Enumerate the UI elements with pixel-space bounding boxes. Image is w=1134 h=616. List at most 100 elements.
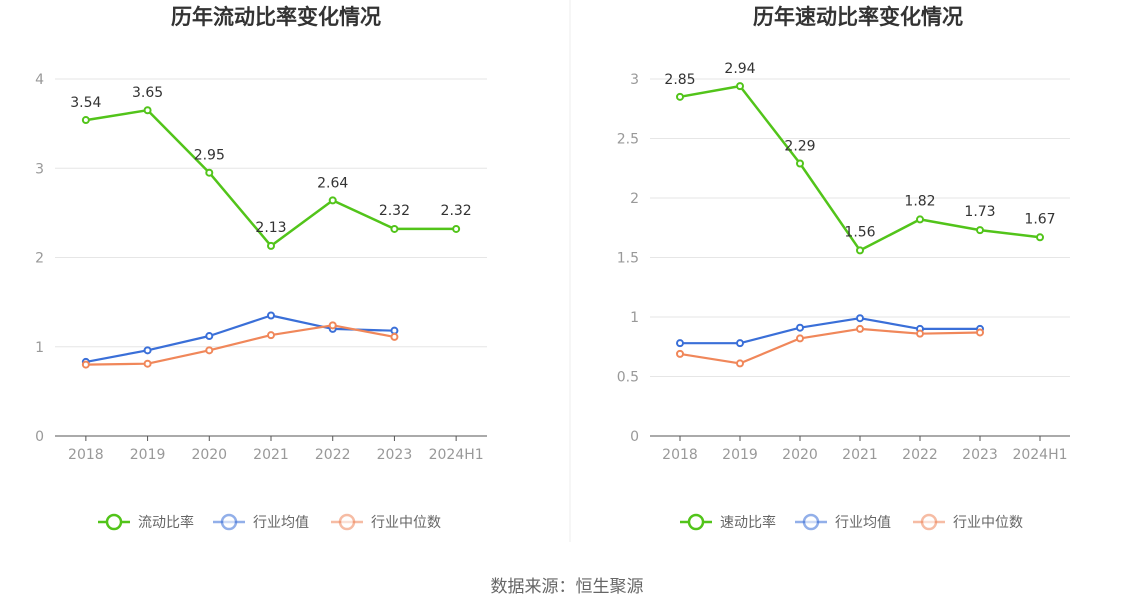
data-point [736,359,744,368]
data-point [976,328,984,337]
legend-marker [105,513,123,531]
legend-item: 速动比率 [680,513,776,531]
legend-item: 行业均值 [213,513,309,531]
x-tick-label: 2018 [662,447,698,463]
legend-marker [920,513,938,531]
legend-label: 行业中位数 [953,515,1023,531]
y-tick-label: 4 [35,72,44,88]
data-point [916,215,924,224]
x-tick-label: 2020 [191,447,227,463]
x-tick-label: 2022 [902,447,938,463]
data-point [328,321,337,330]
data-point [81,360,90,369]
data-point [205,332,214,341]
source-note: 数据来源：恒生聚源 [491,577,644,597]
chart-2: 历年速动比率变化情况 0 0.5 1 1.5 2 2.5 3 2018 2019 2020 2021 2… [617,5,1070,531]
series-line [680,317,980,345]
data-point [205,168,214,177]
data-point [796,334,804,343]
data-label: 1.56 [844,224,875,240]
data-label: 2.29 [784,138,815,154]
x-tick-label: 2019 [722,447,758,463]
y-tick-label: 2.5 [617,132,639,148]
y-tick-label: 2 [35,251,44,267]
data-label: 1.67 [1024,211,1055,227]
series-line [85,314,395,363]
data-label: 1.82 [904,193,935,209]
y-tick-label: 1 [35,340,44,356]
data-point [452,224,461,233]
legend-marker [220,513,238,531]
legend-label: 速动比率 [720,514,776,531]
chart-1: 历年流动比率变化情况 0 1 2 3 4 2018 2019 2020 2021 2022 2023 2… [35,5,487,531]
data-label: 1.73 [964,204,995,220]
data-point [267,331,275,340]
x-tick-label: 2018 [68,447,104,463]
x-tick-label: 2021 [253,447,289,463]
data-point [736,82,744,91]
x-tick-label: 2024H1 [429,447,484,463]
y-tick-label: 3 [35,161,44,177]
series-line [679,327,981,365]
data-label: 2.94 [724,61,755,77]
data-point [796,323,804,332]
chart-title: 历年流动比率变化情况 [171,5,381,29]
legend-label: 流动比率 [138,514,194,531]
x-tick-label: 2021 [842,447,878,463]
data-point [856,246,864,255]
data-point [81,116,90,125]
data-point [143,106,152,115]
data-point [736,339,744,348]
data-point [1036,233,1044,242]
legend-marker [802,513,820,531]
legend-marker [687,513,705,531]
y-tick-label: 0 [630,429,639,445]
series-line [85,324,395,366]
data-label: 2.85 [664,72,695,88]
data-label: 3.54 [70,95,101,111]
y-tick-label: 0.5 [617,370,639,386]
y-tick-label: 1 [630,310,639,326]
chart-title: 历年速动比率变化情况 [753,5,963,29]
data-point [267,311,275,320]
data-point [205,346,214,355]
data-label: 2.13 [255,220,286,236]
x-tick-label: 2024H1 [1012,447,1067,463]
data-point [390,224,399,233]
legend-item: 流动比率 [98,513,194,531]
legend-label: 行业中位数 [371,515,441,531]
data-point [796,159,804,168]
data-point [676,92,684,101]
x-tick-label: 2023 [377,447,413,463]
y-tick-label: 1.5 [617,251,639,267]
legend-marker [338,513,356,531]
data-point [267,241,275,250]
data-label: 2.32 [441,203,472,219]
data-point [143,346,152,355]
legend-item: 行业中位数 [331,513,441,531]
data-label: 2.32 [379,203,410,219]
x-tick-label: 2020 [782,447,818,463]
data-point [856,324,864,333]
legend-label: 行业均值 [835,515,891,531]
data-point [390,326,399,335]
data-point [390,332,399,341]
x-tick-label: 2022 [315,447,351,463]
y-tick-label: 0 [35,429,44,445]
legend-item: 行业中位数 [913,513,1023,531]
x-tick-label: 2023 [962,447,998,463]
data-point [856,314,864,323]
y-tick-label: 3 [630,72,639,88]
legend-item: 行业均值 [795,513,891,531]
data-point [328,196,337,205]
data-point [143,359,152,368]
data-point [676,349,684,358]
data-point [916,329,924,338]
x-tick-label: 2019 [130,447,166,463]
y-tick-label: 2 [630,191,639,207]
data-point [976,226,984,235]
legend-label: 行业均值 [253,515,309,531]
data-label: 2.95 [194,148,225,164]
